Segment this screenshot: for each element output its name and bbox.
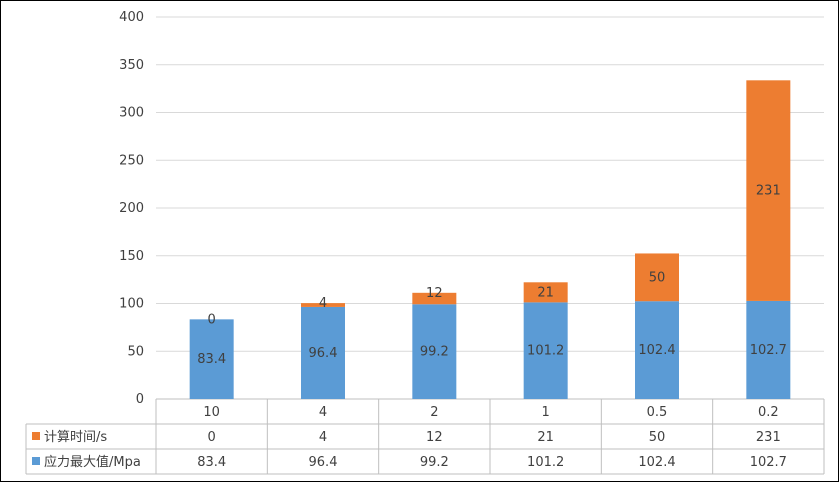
y-tick-label: 50 <box>127 344 144 359</box>
bar-segment <box>635 253 679 302</box>
data-label: 231 <box>756 184 781 199</box>
legend-label: 计算时间/s <box>44 430 107 445</box>
data-label: 21 <box>537 285 554 300</box>
legend-swatch <box>32 457 40 465</box>
data-label: 4 <box>319 296 327 311</box>
bar-segment <box>189 319 234 399</box>
table-cell-value: 96.4 <box>309 455 338 470</box>
y-tick-label: 250 <box>119 153 144 168</box>
bar-segment <box>412 304 457 399</box>
legend-swatch <box>32 432 40 440</box>
y-tick-label: 350 <box>119 58 144 73</box>
table-cell-value: 50 <box>649 430 666 445</box>
x-category-label: 2 <box>430 405 438 420</box>
bar-segment <box>523 302 568 399</box>
data-label: 96.4 <box>309 346 338 361</box>
data-label: 102.7 <box>750 343 787 358</box>
x-category-label: 1 <box>542 405 550 420</box>
y-tick-label: 400 <box>119 10 144 25</box>
data-label: 0 <box>208 312 216 327</box>
bar-segment <box>523 282 568 303</box>
bar-segment <box>301 306 345 399</box>
data-label: 12 <box>426 286 443 301</box>
x-category-label: 4 <box>319 405 327 420</box>
y-tick-label: 0 <box>136 392 144 407</box>
data-label: 102.4 <box>638 343 675 358</box>
table-cell-value: 21 <box>537 430 554 445</box>
x-category-label: 0.5 <box>647 405 668 420</box>
table-cell-value: 99.2 <box>420 455 449 470</box>
table-cell-value: 0 <box>208 430 216 445</box>
bar-segment <box>746 80 791 301</box>
data-label: 50 <box>649 270 666 285</box>
y-tick-label: 300 <box>119 106 144 121</box>
table-cell-value: 101.2 <box>527 455 564 470</box>
data-label: 101.2 <box>527 344 564 359</box>
legend-label: 应力最大值/Mpa <box>44 454 141 470</box>
bar-segment <box>412 292 457 305</box>
data-label: 99.2 <box>420 345 449 360</box>
table-cell-value: 12 <box>426 430 443 445</box>
table-cell-value: 102.7 <box>750 455 787 470</box>
bar-segment <box>746 300 791 399</box>
data-label: 83.4 <box>197 352 226 367</box>
table-cell-value: 83.4 <box>197 455 226 470</box>
x-category-label: 0.2 <box>758 405 779 420</box>
x-category-label: 10 <box>203 405 220 420</box>
y-tick-label: 200 <box>119 201 144 216</box>
table-cell-value: 231 <box>756 430 781 445</box>
bar-segment <box>301 303 345 307</box>
table-cell-value: 4 <box>319 430 327 445</box>
y-tick-label: 100 <box>119 297 144 312</box>
y-tick-label: 150 <box>119 249 144 264</box>
bar-segment <box>635 301 679 399</box>
table-cell-value: 102.4 <box>638 455 675 470</box>
